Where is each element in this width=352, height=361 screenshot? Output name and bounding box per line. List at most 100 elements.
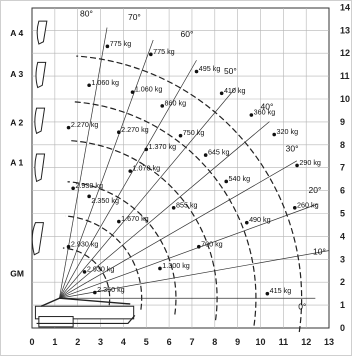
reach-arc: [67, 181, 177, 315]
load-label: 290 kg: [299, 158, 321, 167]
reach-arc: [70, 140, 218, 321]
angle-ray: [59, 203, 318, 299]
y-tick-label: 8: [340, 140, 345, 150]
load-point: [272, 132, 277, 137]
load-label: 2.350 kg: [97, 285, 125, 294]
angle-rays: [59, 27, 330, 299]
load-label: 410 kg: [224, 86, 246, 95]
angle-label: 20°: [308, 185, 321, 195]
angle-ray: [59, 87, 236, 299]
crane-column-a4: [36, 20, 48, 45]
load-label: 2.930 kg: [71, 239, 99, 248]
y-tick-label: 12: [340, 48, 350, 58]
load-label: 775 kg: [153, 47, 175, 56]
y-tick-label: 0: [340, 323, 345, 333]
load-point: [224, 179, 229, 184]
load-label: 260 kg: [297, 200, 319, 209]
angle-label: 80°: [80, 9, 93, 19]
y-tick-label: 11: [340, 71, 350, 81]
angle-label: 60°: [181, 29, 194, 39]
angle-label: 70°: [128, 12, 141, 22]
x-tick-label: 10: [255, 337, 265, 347]
load-label: 2.270 kg: [121, 125, 149, 134]
angle-label: 50°: [224, 66, 237, 76]
angle-label: 10°: [313, 247, 326, 257]
y-tick-label: 6: [340, 186, 345, 196]
load-point: [66, 244, 71, 249]
load-point: [178, 133, 183, 138]
load-label: 2.930 kg: [75, 181, 103, 190]
y-tick-label: 10: [340, 94, 350, 104]
load-label: 495 kg: [199, 64, 221, 73]
x-tick-label: 2: [75, 337, 80, 347]
y-tick-label: 9: [340, 117, 345, 127]
y-tick-label: 2: [340, 277, 345, 287]
boom-label: A 1: [10, 157, 23, 167]
load-label: 360 kg: [254, 108, 276, 117]
crane-column-a3: [35, 61, 47, 89]
load-point: [66, 125, 71, 130]
load-label: 1.300 kg: [162, 261, 190, 270]
load-point: [219, 91, 224, 96]
load-point: [149, 52, 153, 57]
y-tick-label: 5: [340, 209, 345, 219]
load-point: [93, 290, 97, 295]
load-label: 775 kg: [110, 39, 132, 48]
load-label: 860 kg: [165, 98, 187, 107]
load-point: [144, 147, 149, 152]
crane-column-a2: [34, 107, 46, 135]
load-point: [249, 113, 254, 117]
load-point: [265, 291, 270, 296]
load-point: [71, 186, 75, 191]
load-point: [295, 163, 299, 168]
x-tick-label: 1: [52, 337, 57, 347]
load-point: [87, 194, 91, 199]
load-label: 1.060 kg: [135, 85, 163, 94]
load-label: 750 kg: [183, 128, 205, 137]
y-tick-label: 7: [340, 163, 345, 173]
load-label: 1.370 kg: [149, 142, 177, 151]
load-label: 415 kg: [270, 286, 292, 295]
load-label: 2.350 kg: [91, 196, 119, 205]
crane-column-a1: [34, 153, 46, 183]
reach-arc: [62, 247, 111, 306]
reach-arc: [76, 55, 303, 333]
x-tick-label: 6: [167, 337, 172, 347]
x-tick-label: 3: [98, 337, 103, 347]
load-point: [171, 205, 176, 210]
x-tick-label: 13: [324, 337, 334, 347]
crane-base: [34, 305, 135, 320]
x-tick-label: 4: [121, 337, 126, 347]
load-label: 2.270 kg: [71, 120, 99, 129]
x-tick-label: 0: [29, 337, 34, 347]
crane-boom-folded: [40, 297, 131, 307]
load-label: 645 kg: [208, 148, 230, 157]
load-point: [292, 205, 297, 210]
crane-column-gm: [31, 222, 45, 256]
load-label: 1.060 kg: [91, 78, 119, 87]
boom-label: GM: [10, 268, 24, 278]
y-tick-label: 13: [340, 25, 350, 35]
x-tick-label: 7: [189, 337, 194, 347]
load-label: 540 kg: [229, 174, 251, 183]
y-tick-label: 4: [340, 231, 345, 241]
load-point: [197, 244, 201, 249]
load-point: [128, 169, 133, 173]
y-tick-label: 1: [340, 300, 345, 310]
load-point: [105, 44, 110, 49]
load-point: [194, 69, 199, 74]
angle-label: 40°: [261, 101, 274, 111]
load-point: [117, 130, 121, 135]
crane-graphic: [31, 20, 136, 328]
y-tick-label: 14: [340, 2, 350, 12]
angle-label: 0°: [298, 302, 306, 312]
crane-chassis: [36, 315, 136, 325]
angle-ray: [59, 250, 330, 299]
load-point: [160, 104, 165, 108]
x-tick-label: 11: [279, 337, 289, 347]
boom-label: A 2: [10, 117, 23, 127]
load-point: [117, 219, 121, 224]
load-label: 1.670 kg: [121, 214, 149, 223]
